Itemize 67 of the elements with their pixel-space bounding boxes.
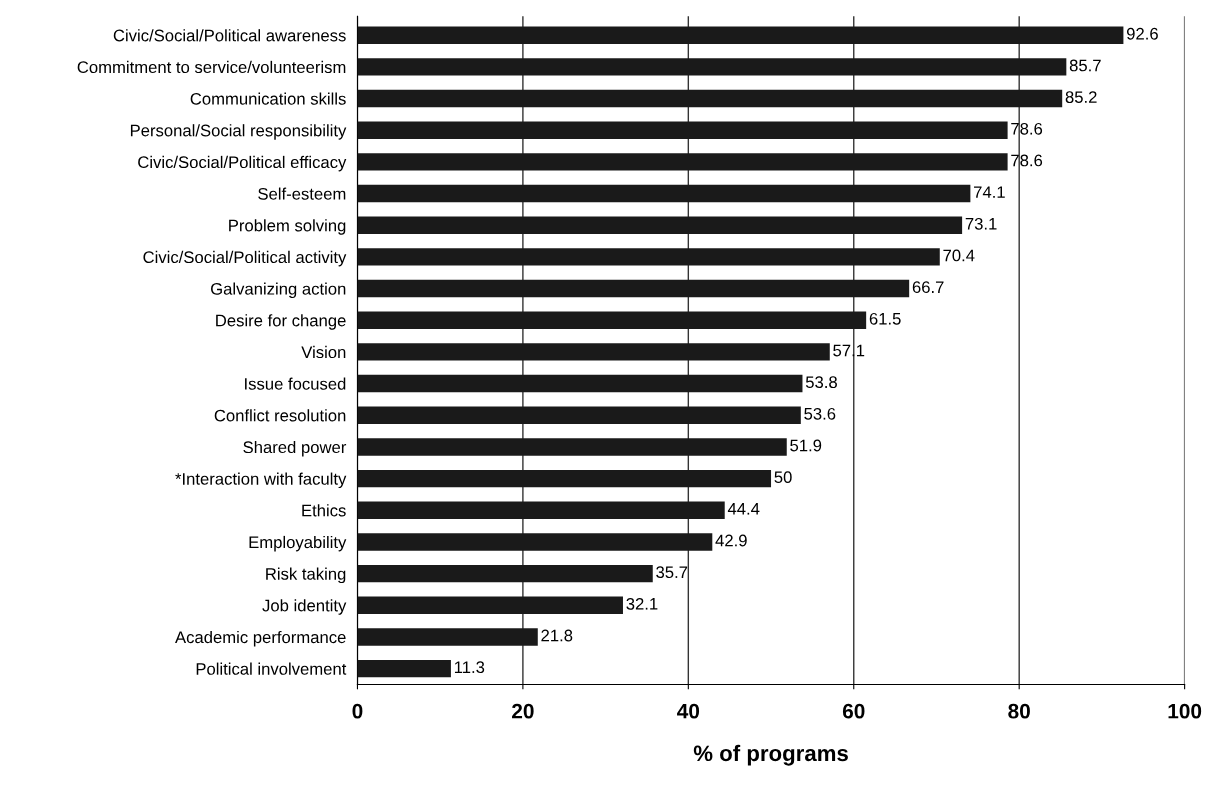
bar <box>357 374 803 393</box>
y-tick-label: *Interaction with faculty <box>175 472 347 489</box>
y-tick-label: Self-esteem <box>258 187 346 200</box>
y-tick-label: Shared power <box>243 440 347 457</box>
bar <box>357 533 713 551</box>
bar <box>357 279 910 298</box>
data-label: 92.6 <box>1126 27 1158 40</box>
y-tick-label: Commitment to service/volunteerism <box>77 60 346 74</box>
bar <box>357 311 867 329</box>
y-tick-label: Employability <box>249 535 347 552</box>
y-tick-label: Civic/Social/Political activity <box>143 250 347 267</box>
data-label: 53.6 <box>804 407 836 420</box>
bar <box>357 26 1124 44</box>
y-tick-label: Academic performance <box>175 630 346 647</box>
data-label: 74.1 <box>974 186 1005 198</box>
y-tick-label: Civic/Social/Political awareness <box>113 29 346 42</box>
bar <box>357 121 1008 139</box>
data-label: 53.8 <box>805 376 837 389</box>
data-label: 73.1 <box>965 217 997 230</box>
x-tick-label: 80 <box>1008 703 1030 719</box>
bar <box>357 596 623 614</box>
y-tick-label: Galvanizing action <box>211 282 346 299</box>
bar <box>357 438 787 456</box>
x-tick-label: 20 <box>512 703 534 719</box>
data-label: 32.1 <box>626 597 658 610</box>
data-label: 61.5 <box>869 312 901 325</box>
y-tick-label: Ethics <box>302 504 346 517</box>
bar <box>357 343 830 361</box>
data-label: 51.9 <box>790 439 822 452</box>
y-tick-label: Political involvement <box>196 662 347 675</box>
bar <box>357 469 772 488</box>
y-tick-label: Desire for change <box>216 314 346 330</box>
bar <box>357 58 1067 76</box>
bar <box>357 153 1008 171</box>
x-tick-label: 100 <box>1168 703 1202 719</box>
data-label: 70.4 <box>943 249 975 262</box>
x-tick-label: 60 <box>842 703 865 719</box>
data-label: 44.4 <box>727 503 760 515</box>
y-tick-label: Conflict resolution <box>214 409 346 422</box>
bar <box>357 406 801 424</box>
data-label: 21.8 <box>541 629 573 642</box>
data-label: 85.7 <box>1069 59 1101 72</box>
bar <box>357 184 971 203</box>
bar <box>357 501 725 519</box>
y-tick-label: Personal/Social responsibility <box>130 124 347 140</box>
x-tick-label: 0 <box>352 703 363 719</box>
y-tick-label: Civic/Social/Political efficacy <box>138 155 347 172</box>
bar <box>357 659 451 678</box>
bar <box>357 628 538 646</box>
bar <box>357 216 963 234</box>
data-label: 66.7 <box>912 281 944 294</box>
y-tick-label: Communication skills <box>190 92 346 105</box>
y-tick-label: Job identity <box>262 599 347 615</box>
data-label: 35.7 <box>656 566 688 579</box>
bar <box>357 248 940 266</box>
y-tick-label: Vision <box>301 345 346 359</box>
y-tick-label: Issue focused <box>245 377 346 390</box>
x-axis-title: % of programs <box>693 744 848 766</box>
data-label: 11.3 <box>454 661 485 674</box>
data-label: 42.9 <box>715 534 747 547</box>
y-tick-label: Problem solving <box>229 219 346 235</box>
x-tick-label: 40 <box>677 703 700 719</box>
data-label: 85.2 <box>1065 91 1097 104</box>
bar <box>357 564 653 583</box>
data-label: 50 <box>774 471 792 484</box>
y-tick-label: Risk taking <box>266 567 346 584</box>
bar <box>357 89 1063 108</box>
